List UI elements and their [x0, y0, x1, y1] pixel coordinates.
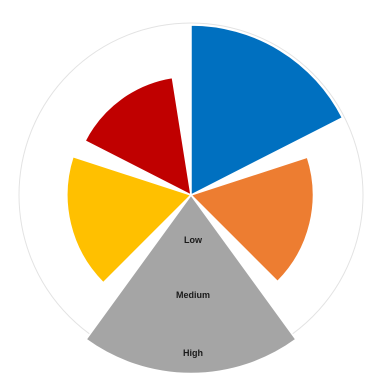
slice-2 — [189, 156, 315, 283]
slice-3 — [85, 193, 297, 375]
slice-5 — [83, 76, 192, 197]
scale-label-medium: Medium — [176, 290, 210, 300]
scale-label-low: Low — [184, 235, 203, 245]
slice-1 — [190, 24, 344, 197]
slice-4 — [66, 155, 193, 284]
scale-label-high: High — [183, 348, 203, 358]
